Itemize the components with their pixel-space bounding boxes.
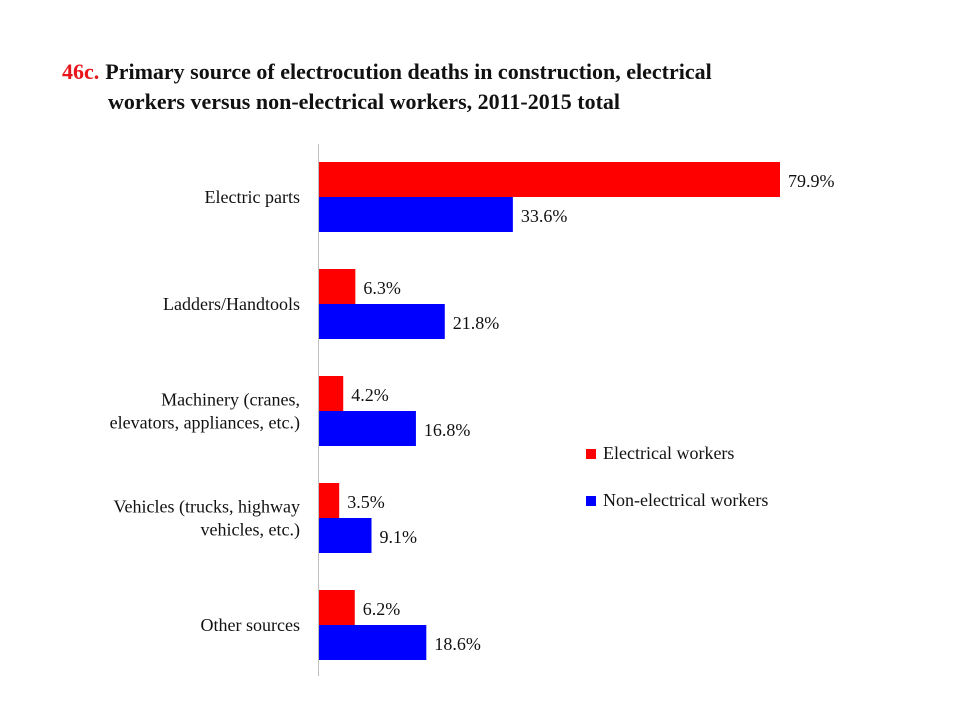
title-text-line-1: Primary source of electrocution deaths i…	[105, 59, 711, 84]
title-line-1: 46c. Primary source of electrocution deat…	[62, 59, 712, 84]
bar-non-electrical-workers	[319, 197, 513, 232]
chart-title: 46c. Primary source of electrocution deat…	[62, 59, 712, 114]
title-number: 46c.	[62, 59, 99, 84]
category-label: Electric parts	[205, 187, 300, 207]
data-label: 16.8%	[424, 420, 471, 440]
bar-electrical-workers	[319, 269, 356, 304]
data-label: 9.1%	[380, 527, 418, 547]
data-label: 18.6%	[434, 634, 481, 654]
category-label: vehicles, etc.)	[201, 520, 300, 541]
data-label: 4.2%	[351, 385, 389, 405]
bar-non-electrical-workers	[319, 625, 427, 660]
bar-electrical-workers	[319, 162, 780, 197]
data-label: 79.9%	[788, 171, 835, 191]
data-label: 3.5%	[347, 492, 385, 512]
category-labels: Electric parts Ladders/Handtools Machinery…	[110, 187, 300, 635]
category-label: Vehicles (trucks, highway	[114, 497, 300, 518]
bar-electrical-workers	[319, 376, 344, 411]
category-label: Other sources	[201, 615, 300, 635]
bar-non-electrical-workers	[319, 411, 416, 446]
title-line-2: workers versus non-electrical workers, 2…	[108, 89, 620, 114]
bar-electrical-workers	[319, 590, 355, 625]
data-label: 33.6%	[521, 206, 568, 226]
legend-label: Non-electrical workers	[603, 490, 768, 510]
category-label: elevators, appliances, etc.)	[110, 413, 300, 434]
bars	[319, 162, 780, 660]
legend: Electrical workers Non-electrical workers	[586, 443, 768, 510]
data-label: 6.3%	[363, 278, 401, 298]
bar-non-electrical-workers	[319, 518, 372, 553]
category-label: Machinery (cranes,	[161, 390, 300, 411]
legend-label: Electrical workers	[603, 443, 734, 463]
bar-electrical-workers	[319, 483, 340, 518]
data-label: 21.8%	[453, 313, 500, 333]
data-label: 6.2%	[363, 599, 401, 619]
bar-non-electrical-workers	[319, 304, 445, 339]
value-labels: 79.9% 33.6% 6.3% 21.8% 4.2% 16.8% 3.5% 9.1% 6.2%…	[347, 171, 834, 654]
legend-swatch	[586, 449, 596, 459]
category-label: Ladders/Handtools	[163, 294, 300, 314]
legend-swatch	[586, 496, 596, 506]
